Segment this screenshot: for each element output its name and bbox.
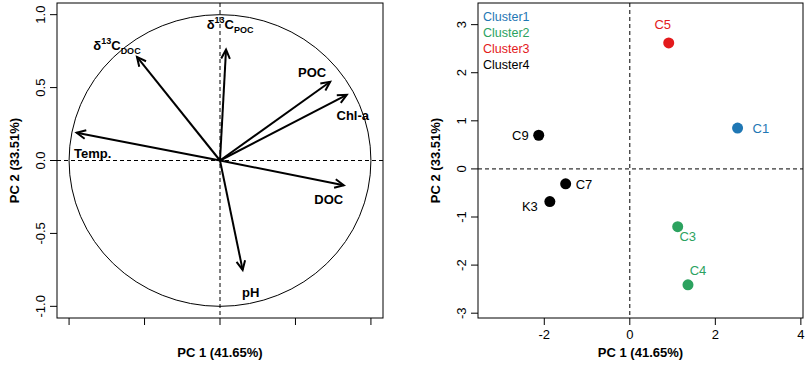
legend-entry: Cluster4 xyxy=(483,58,530,72)
arrow-head xyxy=(320,82,330,91)
y-tick-label: -1 xyxy=(454,211,469,223)
point-label: C7 xyxy=(576,177,593,192)
correlation-circle xyxy=(69,15,371,307)
y-tick-label: 3 xyxy=(454,21,469,28)
loading-label: Temp. xyxy=(74,146,111,161)
y-tick xyxy=(50,160,57,161)
x-tick xyxy=(715,318,716,325)
arrow-shaft xyxy=(220,82,330,161)
arrow-head xyxy=(221,50,230,59)
y-tick xyxy=(471,72,478,73)
label-sup: 13 xyxy=(101,36,111,46)
arrow-shaft xyxy=(220,161,243,270)
y-tick-label: 2 xyxy=(454,69,469,76)
y-tick xyxy=(471,313,478,314)
arrow-head xyxy=(77,130,87,139)
x-tick-label: 2 xyxy=(712,327,719,342)
x-tick xyxy=(144,318,145,325)
arrow-head xyxy=(337,95,347,103)
y-tick-label: 0.0 xyxy=(33,151,48,169)
arrow-shaft xyxy=(220,95,347,161)
point-label: C5 xyxy=(654,17,671,32)
loading-label: DOC xyxy=(314,192,344,207)
loading-arrow xyxy=(137,57,220,161)
y-tick-label: 0 xyxy=(454,165,469,172)
x-tick-label: 0 xyxy=(626,327,633,342)
arrow-shaft xyxy=(220,161,344,186)
point xyxy=(533,130,544,141)
arrow-shaft xyxy=(137,57,220,161)
y-tick xyxy=(471,120,478,121)
x-tick xyxy=(220,318,221,325)
legend-entry: Cluster3 xyxy=(483,42,530,56)
x-tick xyxy=(295,318,296,325)
y-tick xyxy=(471,217,478,218)
plot-area xyxy=(69,15,371,307)
loading-label: δ13CPOC xyxy=(207,15,254,35)
zero-line-h xyxy=(478,168,803,169)
y-tick-label: -2 xyxy=(454,259,469,271)
loading-arrow xyxy=(220,161,344,188)
x-tick-label: 4 xyxy=(797,327,804,342)
y-tick xyxy=(50,87,57,88)
point-label: C9 xyxy=(512,128,529,143)
y-tick-label: 0.5 xyxy=(33,79,48,97)
y-tick xyxy=(50,14,57,15)
point-label: C4 xyxy=(690,263,707,278)
zero-line-v xyxy=(629,3,630,318)
y-tick-label: -1.0 xyxy=(33,295,48,317)
loading-label: Chl-a xyxy=(337,108,370,123)
point xyxy=(544,196,555,207)
x-axis-label: PC 1 (41.65%) xyxy=(177,345,262,360)
y-tick xyxy=(471,265,478,266)
plot-frame xyxy=(478,3,803,318)
loading-label: δ13CDOC xyxy=(93,36,141,56)
loading-arrow xyxy=(220,50,230,161)
legend-entry: Cluster1 xyxy=(483,10,530,24)
label-sub: POC xyxy=(234,25,254,35)
point-label: K3 xyxy=(522,199,538,214)
figure: 1.0 0.5 0.0 -0.5 -1.0 PC 1 (41.65%) PC 2 (33.5… xyxy=(0,0,812,383)
label-sub: DOC xyxy=(121,46,142,56)
point-label: C3 xyxy=(679,229,696,244)
legend-entry: Cluster2 xyxy=(483,26,530,40)
x-tick xyxy=(629,318,630,325)
point xyxy=(663,37,674,48)
arrow-shaft xyxy=(220,50,226,161)
loading-label: POC xyxy=(298,65,327,80)
arrow-head xyxy=(237,260,246,270)
plot-area xyxy=(533,37,743,290)
loading-arrow xyxy=(220,82,330,161)
loading-label: pH xyxy=(242,285,259,300)
plot-frame xyxy=(57,3,383,318)
x-tick xyxy=(544,318,545,325)
y-axis-label: PC 2 (33.51%) xyxy=(428,118,443,203)
x-tick xyxy=(800,318,801,325)
y-axis-label: PC 2 (33.51%) xyxy=(7,118,22,203)
arrow-head xyxy=(334,179,344,188)
y-tick xyxy=(471,168,478,169)
label-part: δ xyxy=(93,38,101,53)
y-tick-label: -0.5 xyxy=(33,222,48,244)
x-tick xyxy=(370,318,371,325)
y-tick xyxy=(50,306,57,307)
x-tick-label: -2 xyxy=(539,327,551,342)
y-tick xyxy=(50,233,57,234)
point xyxy=(732,123,743,134)
arrow-head xyxy=(137,57,146,67)
label-sup: 13 xyxy=(215,15,225,25)
point-label: C1 xyxy=(753,121,770,136)
y-tick-label: -3 xyxy=(454,307,469,319)
y-tick-label: 1.0 xyxy=(33,6,48,24)
x-axis-label: PC 1 (41.65%) xyxy=(598,345,683,360)
loading-arrow xyxy=(220,95,347,161)
point xyxy=(682,279,693,290)
x-tick xyxy=(69,318,70,325)
label-part: δ xyxy=(207,17,215,32)
y-tick xyxy=(471,24,478,25)
y-tick-label: 1 xyxy=(454,117,469,124)
loading-arrow xyxy=(220,161,245,270)
point xyxy=(560,178,571,189)
